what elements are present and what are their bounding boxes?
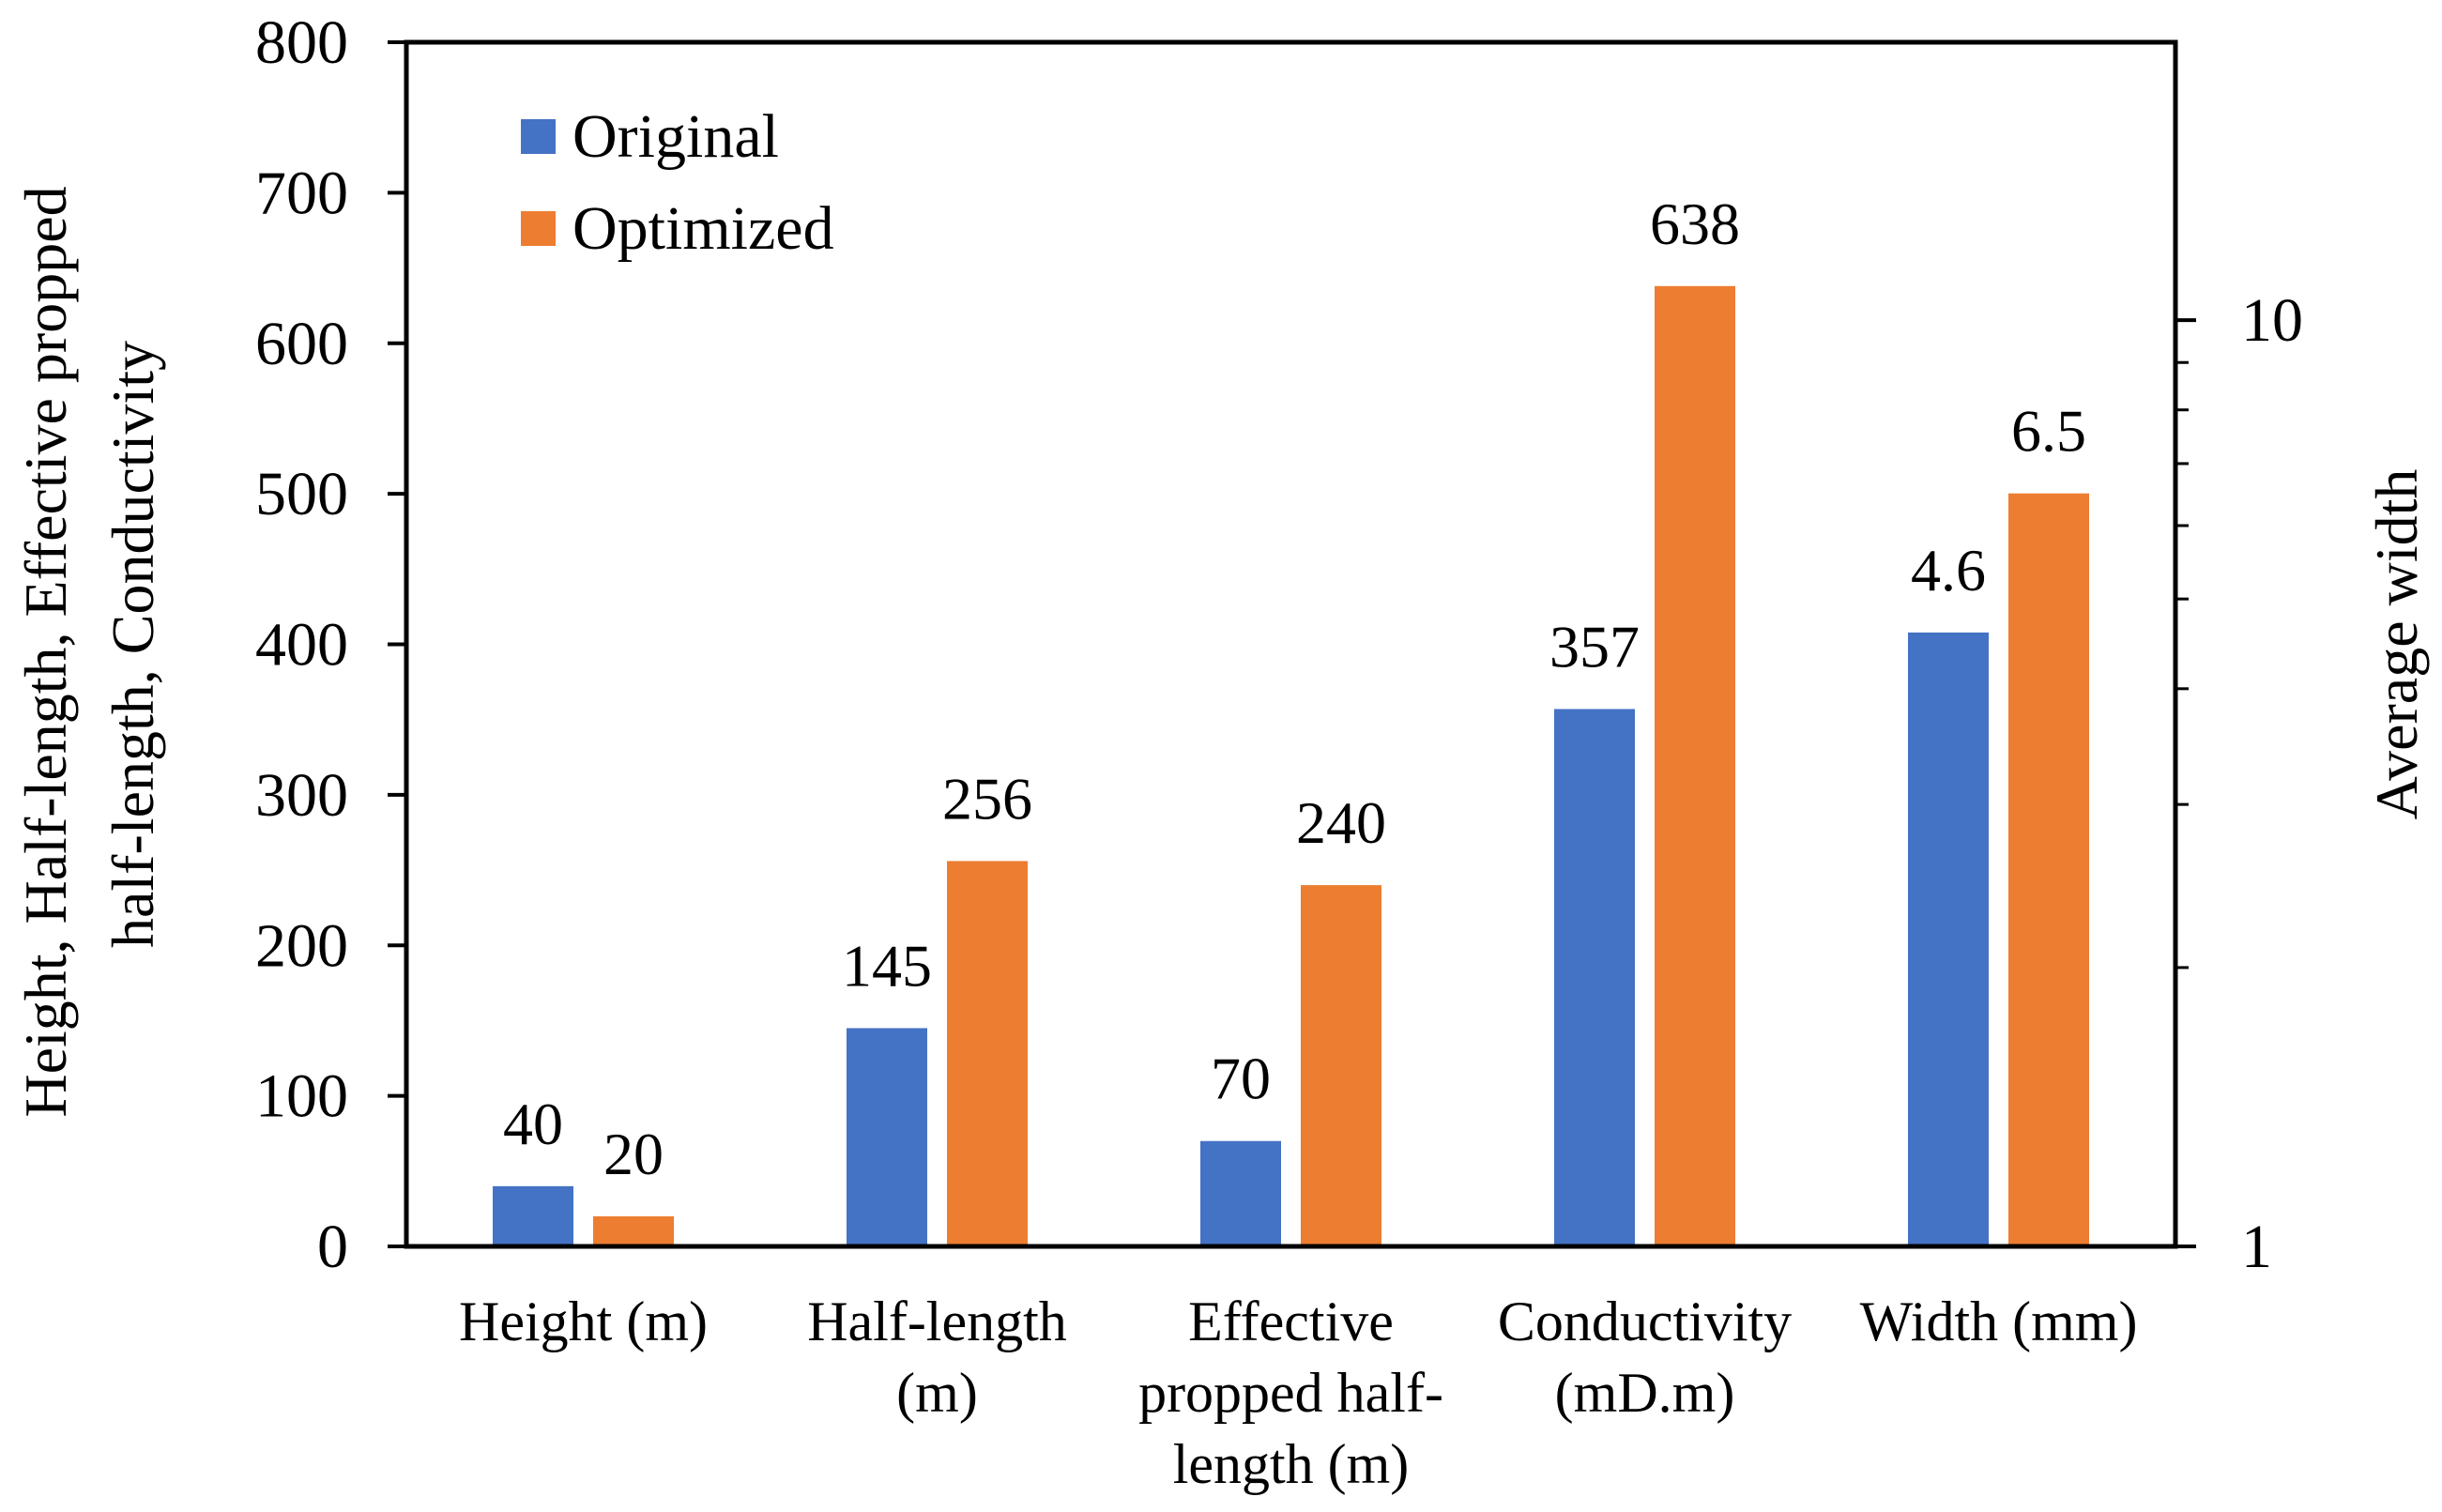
data-label-original-3: 357 — [1549, 613, 1640, 680]
category-label-2-line-2: length (m) — [1173, 1433, 1410, 1495]
bar-original-2 — [1200, 1140, 1281, 1246]
legend-swatch-original — [521, 119, 556, 154]
bar-optimized-3 — [1655, 285, 1735, 1246]
y-axis-title-line-2: half-length, Conductivity — [99, 341, 166, 948]
y2-axis-title: Average width — [2363, 469, 2430, 820]
bar-optimized-2 — [1301, 885, 1381, 1246]
data-label-optimized-3: 638 — [1650, 191, 1740, 257]
y-axis-title: Height, Half-length, Effective propped h… — [12, 171, 166, 1117]
category-label-1-line-1: (m) — [896, 1362, 978, 1424]
data-label-original-0: 40 — [503, 1091, 563, 1157]
category-label-3-line-0: Conductivity — [1498, 1291, 1792, 1352]
y-axis-title-line-1: Height, Half-length, Effective propped — [12, 186, 79, 1117]
category-label-3-line-1: (mD.m) — [1555, 1362, 1735, 1424]
bar-original-1 — [847, 1028, 927, 1246]
data-label-optimized-1: 256 — [942, 765, 1032, 832]
bar-original-4 — [1908, 632, 1989, 1246]
legend-label-optimized: Optimized — [572, 194, 834, 263]
y-tick-label: 300 — [255, 761, 348, 830]
category-label-2-line-0: Effective — [1188, 1291, 1394, 1352]
y-tick-label: 700 — [255, 159, 348, 227]
category-labels: Height (m) Half-length (m) Effective propped… — [459, 1291, 2137, 1495]
bar-optimized-4 — [2008, 493, 2089, 1246]
y-tick-label: 600 — [255, 310, 348, 378]
legend-label-original: Original — [572, 102, 779, 171]
category-label-0-line-0: Height (m) — [459, 1291, 708, 1352]
y-tick-label: 500 — [255, 460, 348, 528]
y-tick-label: 800 — [255, 8, 348, 77]
data-labels: 40 20 145 256 70 240 357 638 4.6 6.5 — [503, 191, 2086, 1187]
category-label-4-line-0: Width (mm) — [1860, 1291, 2138, 1352]
bar-original-0 — [493, 1185, 573, 1246]
legend-swatch-optimized — [521, 211, 556, 246]
legend: Original Optimized — [521, 102, 834, 263]
y-axis-ticks: 0 100 200 300 400 500 600 700 800 — [255, 8, 406, 1281]
data-label-optimized-2: 240 — [1296, 789, 1386, 856]
y2-tick-label: 10 — [2241, 286, 2303, 355]
category-label-2-line-1: propped half- — [1138, 1362, 1443, 1424]
data-label-original-1: 145 — [842, 932, 932, 999]
y2-tick-label: 1 — [2241, 1213, 2272, 1281]
bar-optimized-1 — [947, 861, 1028, 1246]
category-label-1-line-0: Half-length — [807, 1291, 1067, 1352]
y-tick-label: 100 — [255, 1062, 348, 1131]
y-tick-label: 400 — [255, 611, 348, 680]
data-label-optimized-0: 20 — [603, 1121, 664, 1187]
data-label-original-4: 4.6 — [1911, 537, 1986, 603]
bar-original-3 — [1554, 709, 1635, 1246]
bar-optimized-0 — [593, 1215, 674, 1246]
y2-axis-ticks: 1 10 — [2175, 286, 2303, 1281]
plot-frame — [404, 39, 2178, 1249]
bars — [493, 285, 2089, 1246]
data-label-original-2: 70 — [1211, 1046, 1271, 1112]
data-label-optimized-4: 6.5 — [2011, 398, 2086, 465]
y-tick-label: 0 — [317, 1213, 348, 1281]
y-tick-label: 200 — [255, 911, 348, 980]
